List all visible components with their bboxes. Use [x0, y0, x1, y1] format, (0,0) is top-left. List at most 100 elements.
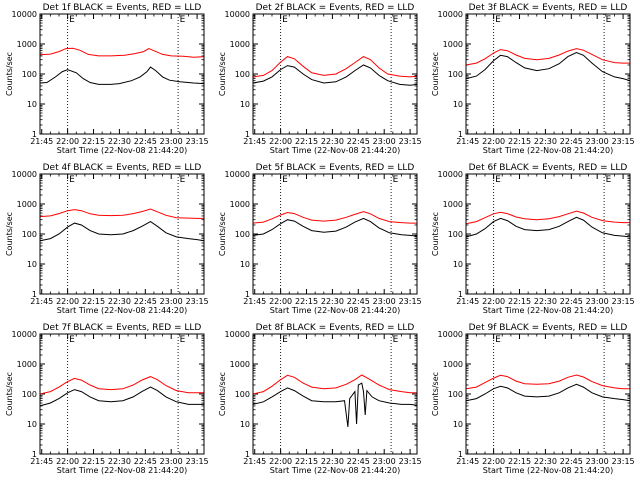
- x-tick-label: 22:15: [82, 137, 105, 146]
- x-tick-label: 23:00: [586, 457, 609, 466]
- x-tick-label: 23:00: [160, 297, 183, 306]
- panel-title: Det 9f BLACK = Events, RED = LLD: [469, 323, 628, 333]
- y-axis-label: Counts/sec: [5, 212, 14, 256]
- events-series-line: [252, 382, 418, 427]
- event-marker: E: [393, 175, 399, 185]
- events-series-line: [39, 386, 204, 407]
- x-tick-label: 22:15: [508, 457, 531, 466]
- event-marker: E: [495, 335, 501, 345]
- event-marker: E: [393, 15, 399, 25]
- y-tick-label: 10000: [225, 330, 250, 339]
- event-marker: E: [282, 335, 288, 345]
- lld-series-line: [465, 374, 630, 390]
- x-axis-label: Start Time (22-Nov-08 21:44:20): [57, 306, 187, 315]
- plot-frame: [39, 13, 205, 135]
- plot-frame: [252, 333, 418, 455]
- x-tick-label: 22:45: [347, 297, 370, 306]
- x-tick-label: 22:45: [560, 457, 583, 466]
- panel-title: Det 3f BLACK = Events, RED = LLD: [469, 3, 628, 13]
- y-tick-label: 1: [458, 290, 463, 299]
- plot-frame: [465, 13, 631, 135]
- event-marker: E: [495, 15, 501, 25]
- event-marker: E: [282, 15, 288, 25]
- x-tick-label: 23:15: [186, 137, 209, 146]
- detector-panel-6: Det 6f BLACK = Events, RED = LLD 1 10 100 10…: [431, 163, 635, 315]
- x-tick-label: 22:15: [295, 457, 318, 466]
- y-tick-label: 10: [453, 260, 463, 269]
- x-tick-label: 21:45: [243, 457, 266, 466]
- y-tick-label: 100: [22, 70, 37, 79]
- x-tick-label: 23:15: [186, 457, 209, 466]
- panel-title: Det 2f BLACK = Events, RED = LLD: [256, 3, 415, 13]
- y-tick-label: 100: [448, 230, 463, 239]
- x-tick-label: 22:00: [482, 137, 505, 146]
- y-tick-label: 10000: [12, 10, 37, 19]
- y-axis-label: Counts/sec: [218, 372, 227, 416]
- y-tick-label: 100: [235, 390, 250, 399]
- events-series-line: [252, 217, 418, 237]
- x-tick-label: 22:15: [295, 297, 318, 306]
- x-tick-label: 21:45: [30, 457, 53, 466]
- lld-series-line: [465, 48, 630, 66]
- y-tick-label: 1000: [17, 360, 37, 369]
- x-tick-label: 22:30: [321, 297, 344, 306]
- y-tick-label: 1000: [17, 40, 37, 49]
- y-tick-label: 1: [458, 130, 463, 139]
- y-tick-label: 1000: [230, 200, 250, 209]
- event-marker: E: [180, 335, 186, 345]
- y-tick-label: 1: [32, 450, 37, 459]
- x-tick-label: 22:15: [82, 457, 105, 466]
- y-tick-label: 10000: [438, 330, 463, 339]
- x-tick-label: 23:15: [186, 297, 209, 306]
- x-tick-label: 22:30: [534, 137, 557, 146]
- x-tick-label: 22:00: [482, 457, 505, 466]
- event-marker: E: [180, 175, 186, 185]
- plot-frame: [465, 173, 631, 295]
- x-tick-label: 21:45: [30, 297, 53, 306]
- x-tick-label: 21:45: [30, 137, 53, 146]
- x-tick-label: 23:15: [612, 457, 635, 466]
- y-tick-label: 10: [27, 100, 37, 109]
- x-tick-label: 23:15: [399, 137, 422, 146]
- x-axis-label: Start Time (22-Nov-08 21:44:20): [483, 466, 613, 475]
- plot-frame: [252, 13, 418, 135]
- x-axis-label: Start Time (22-Nov-08 21:44:20): [270, 146, 400, 155]
- y-tick-label: 100: [448, 390, 463, 399]
- x-tick-label: 23:00: [586, 137, 609, 146]
- y-tick-label: 10: [240, 100, 250, 109]
- y-tick-label: 1000: [443, 200, 463, 209]
- x-tick-label: 22:00: [56, 297, 79, 306]
- y-tick-label: 10: [453, 100, 463, 109]
- x-tick-label: 22:15: [82, 297, 105, 306]
- x-tick-label: 22:00: [56, 137, 79, 146]
- x-axis-label: Start Time (22-Nov-08 21:44:20): [270, 306, 400, 315]
- detector-panel-5: Det 5f BLACK = Events, RED = LLD 1 10 100 10…: [218, 163, 422, 315]
- y-tick-label: 1000: [230, 360, 250, 369]
- detector-panel-4: Det 4f BLACK = Events, RED = LLD 1 10 100 10…: [5, 163, 209, 315]
- y-tick-label: 100: [235, 70, 250, 79]
- x-tick-label: 22:00: [56, 457, 79, 466]
- y-axis-label: Counts/sec: [5, 372, 14, 416]
- detector-panel-7: Det 7f BLACK = Events, RED = LLD 1 10 100 10…: [5, 323, 209, 475]
- x-tick-label: 21:45: [456, 137, 479, 146]
- detector-panel-2: Det 2f BLACK = Events, RED = LLD 1 10 100 10…: [218, 3, 422, 155]
- y-tick-label: 1: [458, 450, 463, 459]
- events-series-line: [465, 383, 631, 402]
- event-marker: E: [393, 335, 399, 345]
- x-axis-label: Start Time (22-Nov-08 21:44:20): [270, 466, 400, 475]
- x-tick-label: 22:30: [534, 297, 557, 306]
- plot-frame: [39, 333, 205, 455]
- x-tick-label: 21:45: [243, 297, 266, 306]
- y-tick-label: 100: [22, 230, 37, 239]
- y-tick-label: 1000: [230, 40, 250, 49]
- y-axis-label: Counts/sec: [431, 372, 440, 416]
- event-marker: E: [282, 175, 288, 185]
- y-axis-label: Counts/sec: [5, 52, 14, 96]
- y-tick-label: 1000: [443, 40, 463, 49]
- y-tick-label: 10000: [12, 170, 37, 179]
- y-tick-label: 1000: [17, 200, 37, 209]
- y-tick-label: 100: [22, 390, 37, 399]
- x-tick-label: 22:45: [560, 137, 583, 146]
- x-tick-label: 22:45: [134, 137, 157, 146]
